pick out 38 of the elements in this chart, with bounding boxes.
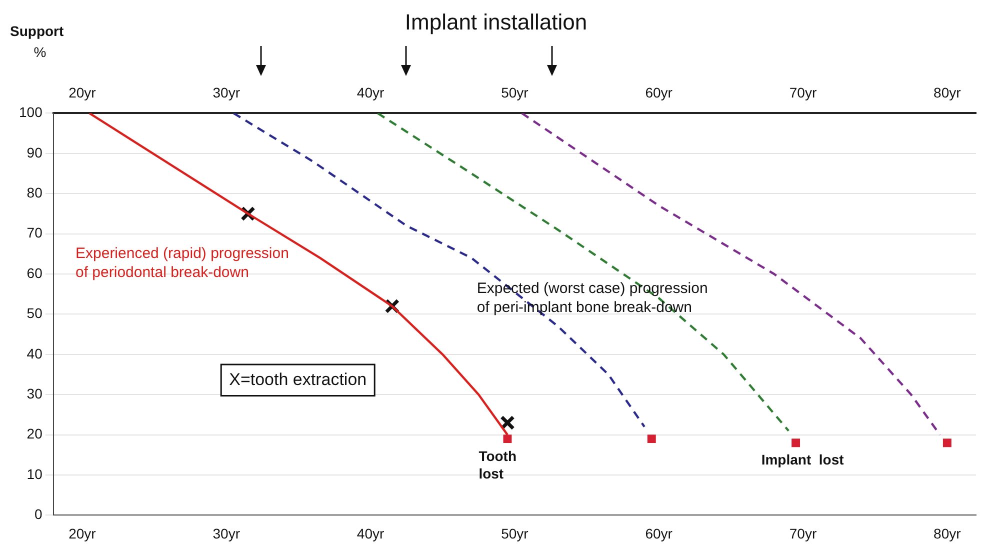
- y-axis-title: Support %: [10, 22, 64, 60]
- x-tick-label: 70yr: [789, 84, 817, 101]
- y-tick-label: 10: [26, 466, 43, 482]
- y-tick-label: 80: [26, 184, 43, 200]
- y-tick-label: 70: [26, 224, 43, 241]
- x-tick-label: 60yr: [645, 84, 673, 101]
- x2-tick-label: 60yr: [645, 525, 673, 542]
- line-series: [376, 113, 790, 432]
- annotation: X=tooth extraction: [229, 370, 367, 389]
- x2-tick-label: 70yr: [789, 525, 817, 542]
- point: [503, 434, 512, 444]
- y-tick-label: 0: [34, 506, 43, 522]
- annotation: Experienced (rapid) progression of periodontal break-down: [76, 245, 289, 281]
- x-tick-label: 30yr: [212, 84, 240, 101]
- x2-tick-label: 50yr: [501, 525, 529, 542]
- x2-tick-label: 40yr: [356, 525, 384, 542]
- y-tick-label: 40: [26, 345, 43, 362]
- x-tick-label: 20yr: [68, 84, 96, 101]
- x2-tick-label: 30yr: [212, 525, 240, 542]
- annotation: Tooth lost: [478, 448, 517, 482]
- point: [792, 438, 800, 448]
- y-tick-label: 100: [19, 104, 43, 120]
- y-tick-label: 90: [26, 144, 43, 160]
- chart-title: Implant installation: [404, 9, 588, 34]
- annotation: Expected (worst case) progression of peri-implant bone break-down: [476, 280, 708, 316]
- point: [647, 434, 656, 444]
- x-tick-label: 50yr: [501, 84, 529, 101]
- annotation: Implant lost: [761, 451, 844, 468]
- y-tick-label: 50: [26, 305, 43, 322]
- x-tick-label: 80yr: [934, 84, 962, 101]
- x2-tick-label: 20yr: [68, 525, 96, 542]
- x-tick-label: 40yr: [356, 84, 384, 101]
- y-tick-label: 20: [26, 426, 43, 442]
- y-tick-label: 30: [26, 385, 43, 402]
- point: [942, 438, 952, 448]
- x2-tick-label: 80yr: [934, 525, 962, 542]
- y-tick-label: 60: [26, 264, 43, 281]
- point: [500, 415, 515, 430]
